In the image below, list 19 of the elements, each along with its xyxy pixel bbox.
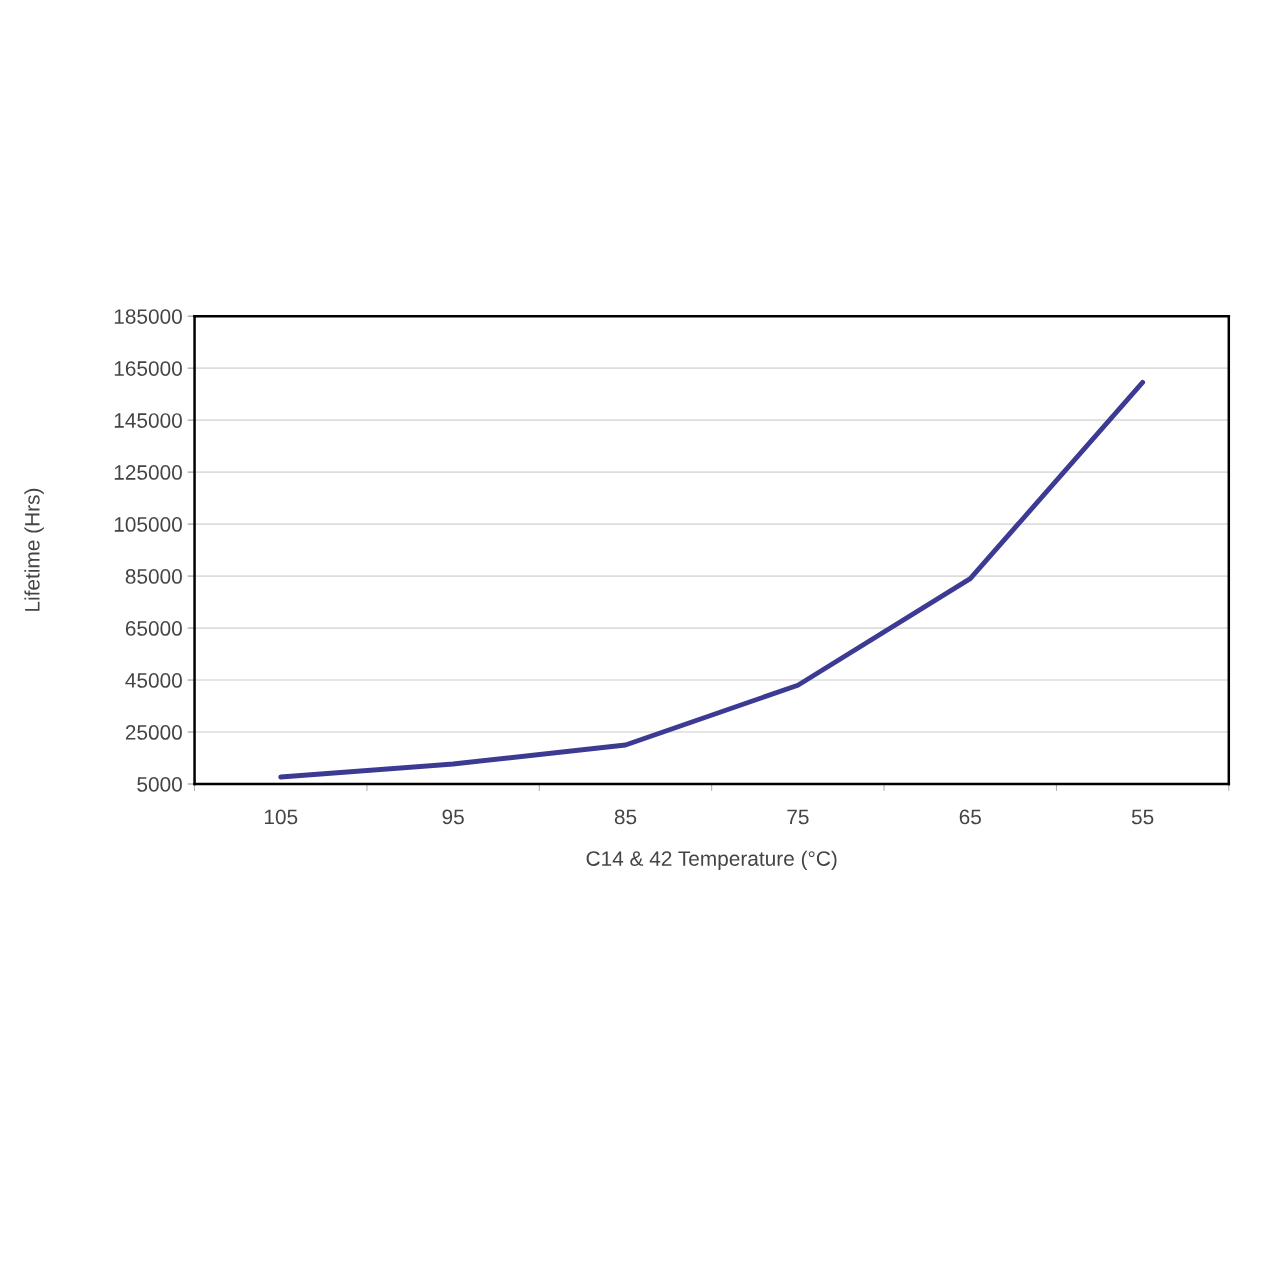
y-tick-label: 85000	[125, 569, 182, 584]
x-tick-label: 105	[264, 809, 298, 825]
y-tick-label: 125000	[114, 465, 182, 480]
x-axis-title: C14 & 42 Temperature (°C)	[586, 850, 837, 871]
x-tick-label: 95	[442, 809, 464, 825]
x-tick-label: 65	[959, 809, 981, 825]
y-tick-label: 65000	[125, 621, 182, 636]
y-axis-title: Lifetime (Hrs)	[24, 488, 44, 611]
line-series	[278, 380, 1146, 780]
x-tick-label: 75	[787, 809, 809, 825]
x-tick-label: 55	[1131, 809, 1154, 825]
y-tick-label: 145000	[114, 413, 182, 428]
y-tick-label: 5000	[137, 777, 182, 792]
x-tick-label: 85	[614, 809, 637, 825]
y-tick-label: 105000	[114, 517, 182, 532]
y-tick-label: 185000	[114, 309, 182, 324]
y-tick-label: 25000	[125, 725, 182, 740]
y-tick-label: 165000	[114, 361, 182, 376]
y-tick-label: 45000	[125, 673, 182, 688]
